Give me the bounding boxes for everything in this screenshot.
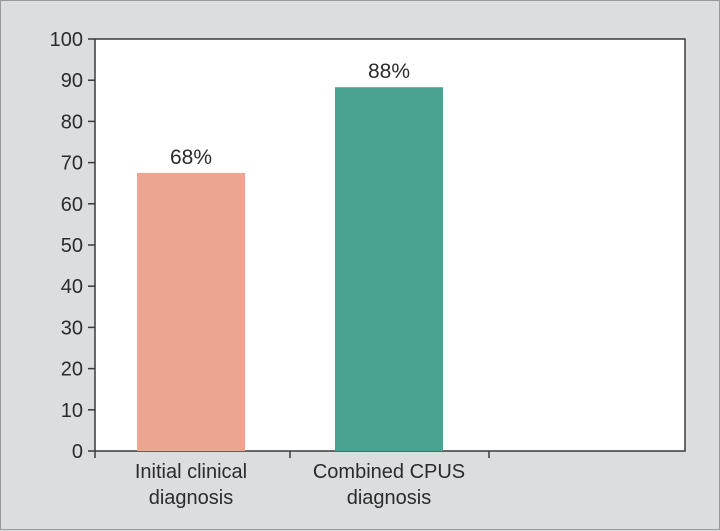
- y-tick-label: 20: [61, 359, 83, 381]
- y-tick-label: 50: [61, 235, 83, 257]
- category-label: Combined CPUS: [313, 461, 465, 483]
- data-label: 88%: [368, 60, 410, 83]
- bar: [137, 172, 245, 451]
- category-label: Initial clinical: [135, 461, 247, 483]
- y-tick-label: 30: [61, 317, 83, 339]
- y-tick-label: 0: [72, 441, 83, 463]
- y-tick-label: 10: [61, 400, 83, 422]
- bar: [335, 87, 443, 451]
- data-label: 68%: [170, 146, 212, 169]
- y-tick-label: 90: [61, 70, 83, 92]
- y-tick-label: 70: [61, 153, 83, 175]
- y-tick-label: 80: [61, 111, 83, 133]
- category-label: diagnosis: [347, 487, 432, 509]
- y-tick-label: 100: [50, 29, 83, 51]
- y-tick-label: 60: [61, 194, 83, 216]
- y-tick-label: 40: [61, 276, 83, 298]
- category-label: diagnosis: [149, 487, 234, 509]
